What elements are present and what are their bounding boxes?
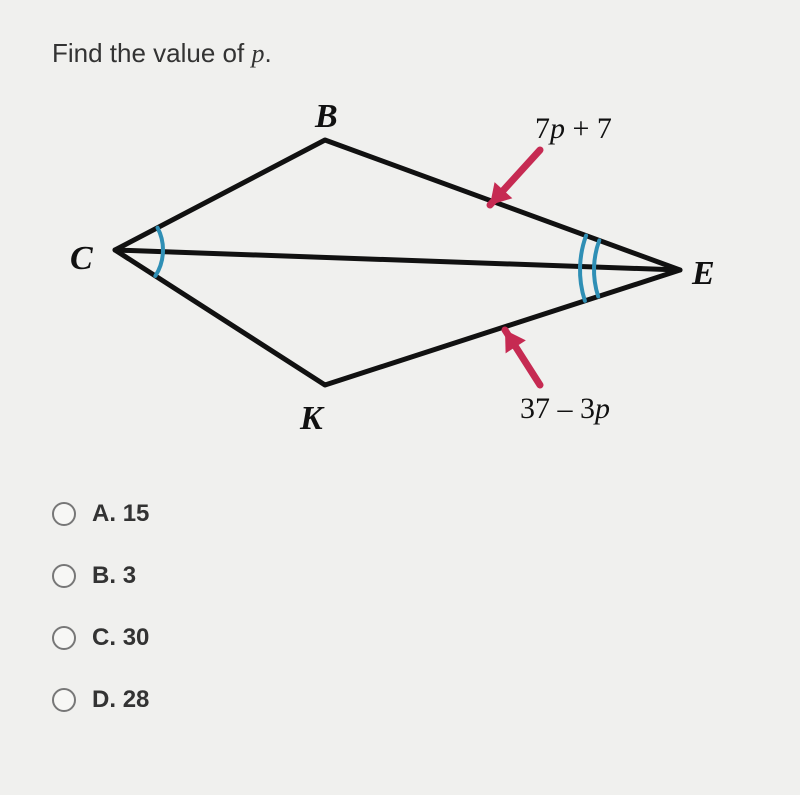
question-suffix: . [264, 38, 271, 68]
option-c[interactable]: C. 30 [52, 624, 149, 652]
option-c-label: C. 30 [92, 624, 149, 652]
diagram-svg [60, 80, 740, 460]
answer-options: A. 15 B. 3 C. 30 D. 28 [52, 500, 149, 748]
radio-icon [52, 502, 76, 526]
question-text: Find the value of p. [52, 38, 272, 69]
expr-top-pre: 7 [535, 112, 550, 145]
vertex-label-e: E [692, 255, 715, 293]
question-prefix: Find the value of [52, 38, 251, 68]
vertex-label-b: B [315, 98, 338, 136]
radio-icon [52, 626, 76, 650]
expression-bottom: 37 – 3p [520, 392, 610, 426]
radio-icon [52, 688, 76, 712]
vertex-label-c: C [70, 240, 93, 278]
option-b-label: B. 3 [92, 562, 136, 590]
expr-top-var: p [550, 112, 565, 145]
expr-top-post: + 7 [565, 112, 612, 145]
option-a[interactable]: A. 15 [52, 500, 149, 528]
geometry-diagram: C B K E 7p + 7 37 – 3p [60, 80, 740, 460]
expression-top: 7p + 7 [535, 112, 612, 146]
option-d-label: D. 28 [92, 686, 149, 714]
expr-bot-var: p [595, 392, 610, 425]
vertex-label-k: K [300, 400, 323, 438]
option-b[interactable]: B. 3 [52, 562, 149, 590]
option-a-label: A. 15 [92, 500, 149, 528]
expr-bot-pre: 37 – 3 [520, 392, 595, 425]
option-d[interactable]: D. 28 [52, 686, 149, 714]
radio-icon [52, 564, 76, 588]
question-variable: p [251, 39, 264, 68]
